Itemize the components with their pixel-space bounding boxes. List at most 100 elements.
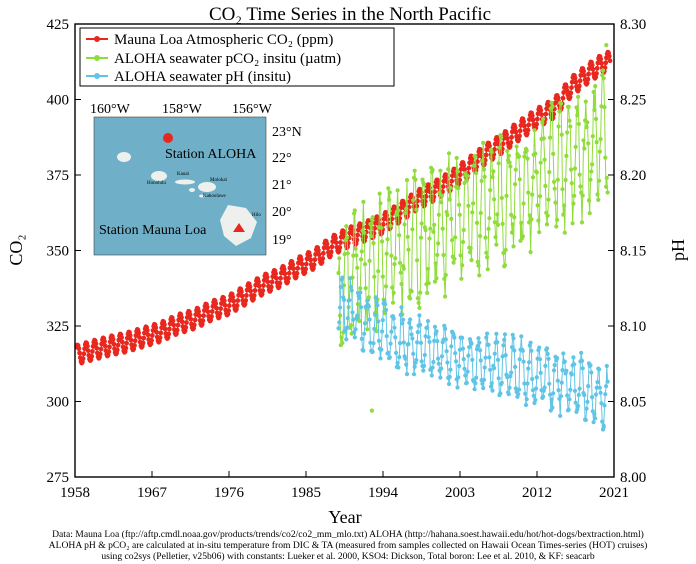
pco2-point [499,195,504,201]
pco2-point [540,120,545,125]
pco2-point [536,218,541,223]
pco2-point [339,335,344,340]
ph-point [484,335,489,340]
ph-point [396,365,401,370]
pco2-point [569,167,574,172]
legend-marker-pco2 [94,55,100,61]
pco2-point [418,235,424,240]
ph-point [568,387,573,392]
pco2-point [443,272,448,278]
ph-point [492,366,497,371]
pco2-point [403,210,408,215]
pco2-point [337,256,342,261]
legend-marker-ph [94,73,100,79]
pco2-point [413,177,418,182]
mauna-loa-point [328,249,334,255]
pco2-point [604,175,609,180]
ph-point [598,390,603,395]
mauna-loa-point [265,279,271,285]
pco2-point [481,167,487,172]
ph-point [523,402,529,408]
mauna-loa-point [298,257,304,263]
ph-point [386,350,391,355]
mauna-loa-point [325,245,331,251]
pco2-point [525,156,530,161]
ph-point [401,340,406,345]
ph-point [524,397,529,402]
pco2-point [489,150,494,155]
mauna-loa-point [586,66,592,71]
ph-point [341,297,347,302]
ph-point [508,374,513,379]
island-label-kahoolawe: Kahoolawe [203,194,227,199]
pco2-point [397,233,402,238]
pco2-point [543,183,548,189]
ph-point [408,325,413,330]
pco2-point [553,200,558,205]
x-axis-ticks: 1958 1967 1976 1985 1994 2003 2012 2021 [60,471,629,501]
mauna-loa-point [264,274,270,280]
mauna-loa-point [290,262,296,267]
mauna-loa-point [401,201,407,207]
x-tick-label: 2021 [599,485,629,501]
pco2-point [359,257,364,262]
pco2-point [603,155,608,160]
pco2-point [569,181,574,186]
mauna-loa-point [256,279,261,285]
pco2-point [506,153,511,158]
ph-point [469,341,474,346]
pco2-point [378,201,383,206]
ph-point [353,327,358,332]
ph-point [527,360,532,365]
ph-point [509,370,514,375]
mauna-loa-point [333,240,339,246]
pco2-point [458,253,463,258]
pco2-point [507,160,512,165]
ph-point [425,319,431,324]
ph-point [558,413,563,418]
pco2-point [524,148,529,153]
mauna-loa-point [296,260,301,266]
ph-point [510,332,515,337]
ph-point [530,376,535,382]
mauna-loa-point [589,62,595,68]
ph-point [597,385,602,390]
pco2-point [594,140,599,145]
pco2-point [441,252,446,258]
lat-label-21: 21° [272,178,292,193]
pco2-point [572,166,578,171]
mauna-loa-point [162,326,168,332]
ph-point [525,381,530,386]
lon-label-158w: 158°W [162,102,203,117]
pco2-point [406,247,411,252]
ph-point [349,288,354,293]
mauna-loa-point [247,284,253,290]
mauna-loa-point [102,339,107,344]
ph-point [347,298,352,303]
mauna-loa-point [231,298,237,304]
mauna-loa-point [196,313,202,319]
y-axis-left-ticks: 275 300 325 350 375 400 425 [47,17,81,486]
ph-point [583,417,588,423]
mauna-loa-point [606,53,612,59]
pco2-point [477,273,482,278]
ph-point [549,397,554,402]
x-axis-label: Year [328,507,361,527]
ph-point [367,317,372,322]
ph-point [593,392,599,397]
mauna-loa-point [569,79,575,85]
ph-point [407,320,412,325]
ph-point [579,350,584,355]
ph-point [453,351,458,356]
ph-point [475,343,480,349]
ph-point [592,412,597,417]
pco2-point [535,203,540,208]
mauna-loa-point [114,347,120,353]
pco2-point [552,186,557,191]
pco2-point [434,276,439,281]
ph-point [572,388,578,393]
pco2-point [549,100,554,105]
ph-point [473,381,478,386]
ph-point [345,325,350,330]
pco2-point [415,296,420,301]
